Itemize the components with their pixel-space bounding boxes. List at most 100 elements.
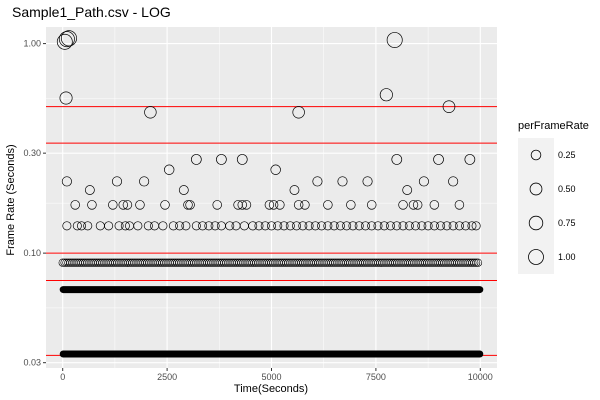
x-tick-label: 5000 bbox=[261, 372, 281, 382]
scatter-point bbox=[417, 221, 427, 231]
x-tick-label: 2500 bbox=[157, 372, 177, 382]
scatter-point bbox=[300, 200, 310, 210]
scatter-point bbox=[273, 221, 283, 231]
scatter-point bbox=[122, 200, 133, 210]
scatter-point bbox=[236, 154, 248, 165]
scatter-point bbox=[342, 221, 352, 231]
scatter-point bbox=[168, 221, 178, 231]
scatter-point bbox=[429, 221, 439, 231]
scatter-point bbox=[241, 200, 252, 210]
y-tick-label: 0.30 bbox=[23, 148, 41, 158]
scatter-point bbox=[139, 176, 150, 187]
chart-title: Sample1_Path.csv - LOG bbox=[12, 4, 171, 20]
scatter-point bbox=[248, 221, 258, 231]
scatter-point bbox=[114, 221, 124, 231]
scatter-point bbox=[267, 221, 276, 231]
legend-entry-label: 1.00 bbox=[558, 252, 576, 262]
scatter-point bbox=[275, 200, 285, 210]
size-legend: perFrameRate 0.25 0.50 0.75 1.00 bbox=[518, 120, 589, 274]
scatter-point bbox=[190, 154, 202, 165]
scatter-point bbox=[304, 221, 314, 231]
legend-key-circle bbox=[530, 149, 542, 161]
scatter-point bbox=[346, 200, 356, 210]
scatter-point bbox=[254, 221, 264, 231]
scatter-point bbox=[72, 221, 82, 231]
y-tick-label: 0.10 bbox=[23, 248, 41, 258]
scatter-point bbox=[144, 106, 157, 119]
scatter-point bbox=[467, 221, 477, 231]
scatter-point bbox=[464, 154, 476, 165]
scatter-point bbox=[312, 176, 323, 187]
scatter-point bbox=[454, 221, 464, 231]
scatter-point bbox=[183, 200, 193, 210]
scatter-point bbox=[135, 200, 145, 210]
scatter-point bbox=[367, 221, 377, 231]
scatter-point bbox=[386, 32, 403, 48]
scatter-point bbox=[418, 176, 429, 187]
scatter-point bbox=[133, 221, 143, 231]
scatter-point bbox=[473, 258, 483, 267]
scatter-point bbox=[386, 221, 396, 231]
scatter-point bbox=[204, 221, 214, 231]
scatter-point bbox=[198, 221, 208, 231]
y-axis-title: Frame Rate (Seconds) bbox=[5, 144, 17, 255]
scatter-point bbox=[293, 200, 304, 210]
scatter-point bbox=[402, 185, 413, 195]
scatter-point bbox=[442, 221, 452, 231]
scatter-point bbox=[225, 221, 235, 231]
x-axis-ticks: 0 2500 5000 7500 10000 bbox=[60, 368, 493, 382]
legend-key-circle bbox=[528, 215, 544, 231]
scatter-point bbox=[354, 221, 364, 231]
scatter-point bbox=[412, 200, 423, 210]
scatter-point bbox=[58, 31, 75, 48]
scatter-point bbox=[335, 221, 345, 231]
y-tick-label: 0.03 bbox=[23, 358, 41, 368]
scatter-point bbox=[104, 221, 114, 231]
scatter-point bbox=[191, 221, 201, 231]
scatter-point bbox=[59, 91, 73, 105]
scatter-point bbox=[398, 200, 408, 210]
scatter-point bbox=[210, 221, 220, 231]
scatter-point bbox=[461, 221, 471, 231]
scatter-point bbox=[62, 221, 72, 231]
scatter-points bbox=[56, 30, 484, 358]
scatter-point bbox=[270, 164, 281, 175]
legend-key-circle bbox=[529, 182, 543, 196]
scatter-point bbox=[408, 200, 419, 210]
scatter-point bbox=[264, 200, 275, 210]
scatter-point bbox=[83, 221, 93, 231]
scatter-point bbox=[471, 221, 481, 231]
scatter-point bbox=[379, 221, 389, 231]
x-tick-label: 0 bbox=[60, 372, 65, 382]
scatter-point bbox=[391, 154, 403, 165]
scatter-point bbox=[442, 100, 456, 113]
scatter-point bbox=[118, 200, 128, 210]
scatter-point bbox=[163, 164, 175, 175]
scatter-point bbox=[268, 200, 279, 210]
x-tick-label: 7500 bbox=[366, 372, 386, 382]
legend-entry-label: 0.75 bbox=[558, 218, 576, 228]
scatter-point bbox=[317, 221, 327, 231]
scatter-point bbox=[60, 30, 77, 47]
scatter-point bbox=[233, 200, 243, 210]
scatter-point bbox=[216, 154, 227, 165]
scatter-point bbox=[448, 221, 458, 231]
scatter-point bbox=[433, 154, 444, 165]
scatter-point bbox=[468, 258, 477, 267]
scatter-point bbox=[348, 221, 358, 231]
scatter-point bbox=[108, 200, 118, 210]
y-axis-ticks: 0.03 0.10 0.30 1.00 bbox=[23, 39, 46, 368]
x-axis-title: Time(Seconds) bbox=[234, 383, 308, 395]
scatter-point bbox=[373, 221, 383, 231]
scatter-point bbox=[160, 200, 170, 210]
scatter-point bbox=[404, 221, 414, 231]
scatter-point bbox=[398, 221, 408, 231]
scatter-point bbox=[379, 88, 393, 102]
legend-key-circle bbox=[528, 249, 544, 265]
scatter-point bbox=[337, 176, 348, 187]
scatter-point bbox=[61, 176, 72, 187]
scatter-point bbox=[454, 200, 465, 210]
y-tick-label: 1.00 bbox=[23, 39, 41, 49]
scatter-point bbox=[289, 185, 300, 195]
